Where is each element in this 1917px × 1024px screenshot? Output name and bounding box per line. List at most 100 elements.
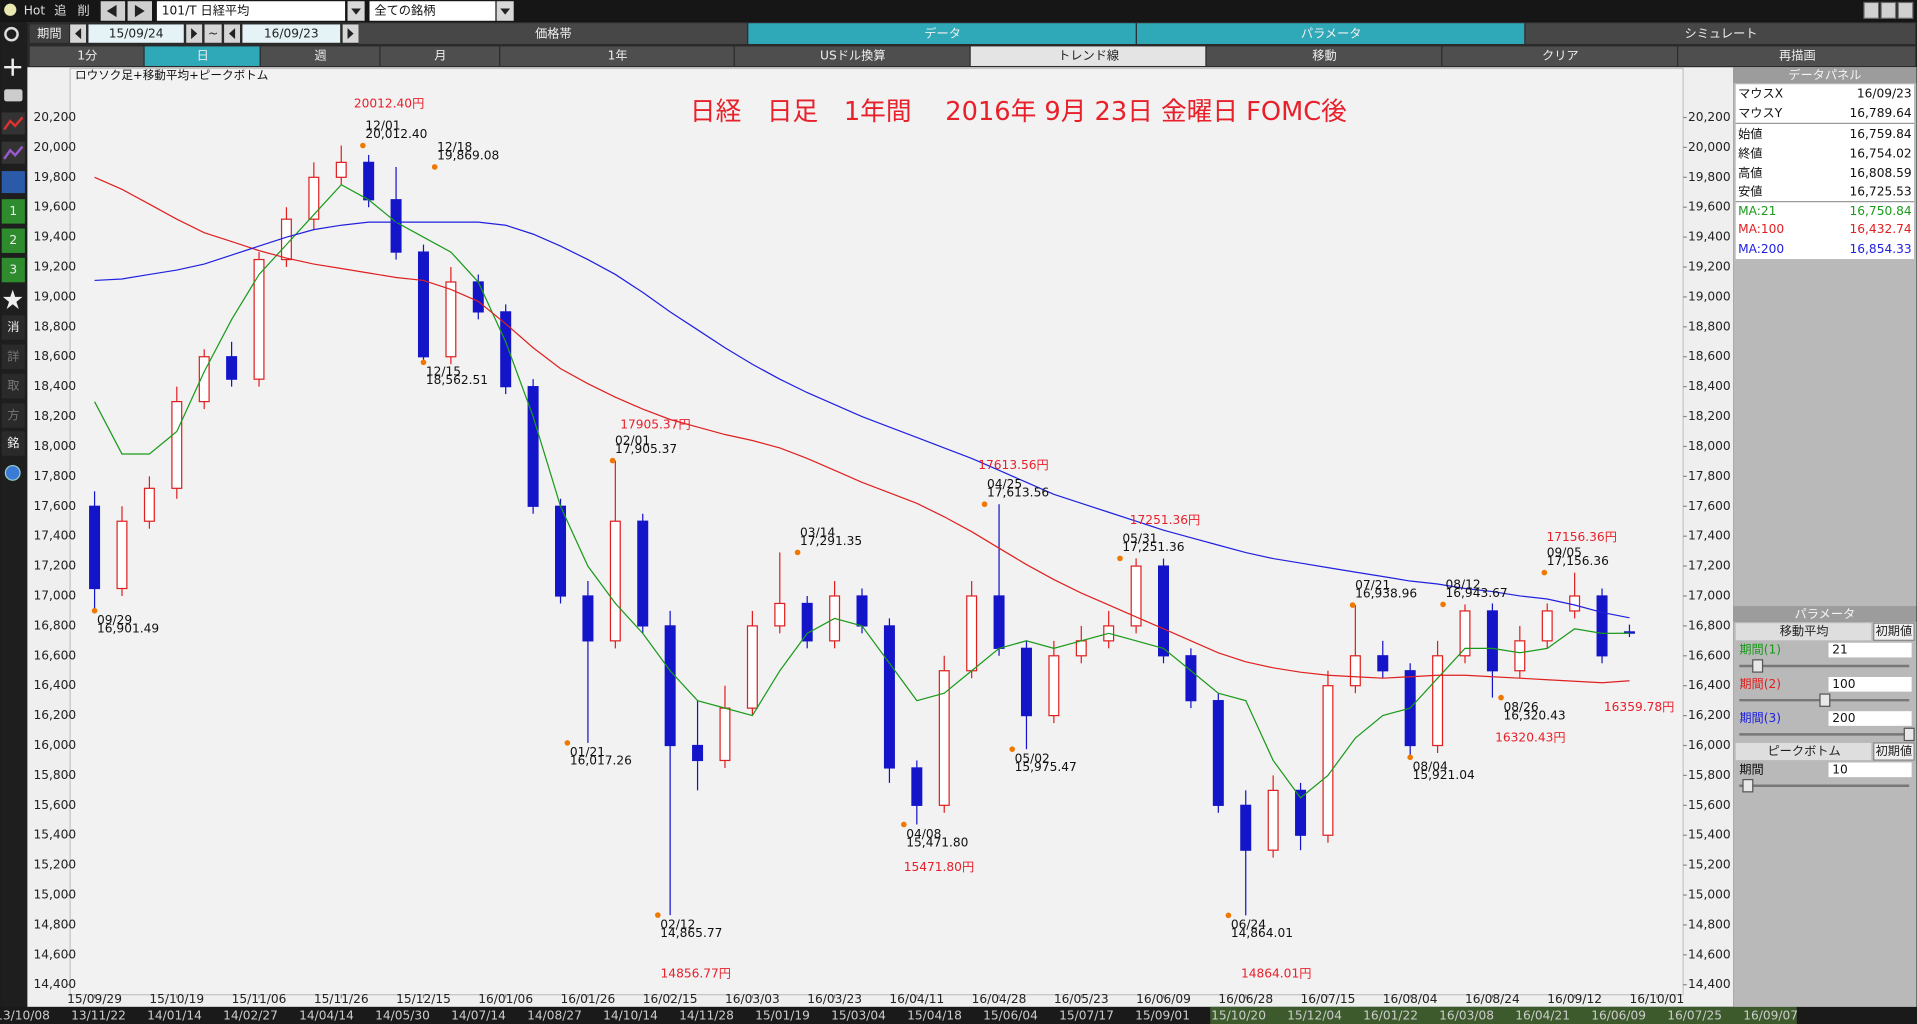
peak-value: 15,921.04 xyxy=(1413,768,1475,782)
price-annotation: 17905.37円 xyxy=(620,418,690,432)
y-tick-label: 15,000 xyxy=(33,888,76,902)
y-tick-label-right: 16,800 xyxy=(1688,618,1731,632)
side-icon-box[interactable] xyxy=(1,431,25,456)
peak-value: 14,865.77 xyxy=(660,926,722,940)
search-icon[interactable] xyxy=(4,26,19,42)
y-tick-label-right: 15,000 xyxy=(1688,888,1731,902)
hot-button[interactable]: Hot xyxy=(24,3,46,17)
y-tick-label: 15,600 xyxy=(33,798,76,812)
star-icon[interactable] xyxy=(2,289,23,310)
overview-date: 15/01/19 xyxy=(755,1009,810,1023)
peak-date: 12/18 xyxy=(437,140,472,154)
toolbar-button[interactable] xyxy=(970,46,1206,66)
side-icon-box[interactable] xyxy=(1,228,25,253)
y-tick-label: 15,200 xyxy=(33,858,76,872)
tab[interactable] xyxy=(358,23,748,44)
candle-body xyxy=(280,218,292,261)
side-icon-box[interactable] xyxy=(1,199,25,224)
slider-knob[interactable] xyxy=(1742,778,1754,793)
side-icon-box[interactable] xyxy=(1,403,25,428)
price-annotation: 15471.80円 xyxy=(904,860,974,874)
tab[interactable] xyxy=(1136,23,1525,44)
chart-icon-line xyxy=(3,116,24,131)
window-button[interactable] xyxy=(1880,1,1897,19)
overview-date: 15/10/20 xyxy=(1211,1009,1266,1023)
toolbar-button[interactable] xyxy=(1206,46,1442,66)
date-to-box[interactable] xyxy=(242,24,341,43)
reset-button[interactable] xyxy=(1873,742,1915,761)
y-tick-label: 18,200 xyxy=(33,409,76,423)
peak-marker xyxy=(901,821,907,828)
date-from-box[interactable] xyxy=(88,24,184,43)
reset-button[interactable] xyxy=(1873,622,1915,641)
gear-icon[interactable] xyxy=(4,464,21,481)
toolbar-button-label: 移動 xyxy=(1312,49,1336,63)
peak-date: 02/12 xyxy=(660,917,695,931)
candle-body xyxy=(1322,685,1334,836)
x-tick-label: 16/01/06 xyxy=(478,992,533,1006)
param-input[interactable] xyxy=(1828,762,1912,778)
candle-body xyxy=(966,595,978,672)
toolbar-button[interactable] xyxy=(734,46,970,66)
moving-average-line xyxy=(94,176,1630,684)
overview-date: 14/08/27 xyxy=(527,1009,582,1023)
y-tick-label-right: 19,200 xyxy=(1688,260,1731,274)
window-button[interactable] xyxy=(1897,1,1914,19)
toolbar-button[interactable] xyxy=(260,46,380,66)
peak-date: 01/21 xyxy=(570,745,605,759)
candle-body xyxy=(1514,640,1526,672)
side-icon: 取 xyxy=(7,379,19,393)
delete-button[interactable]: 削 xyxy=(77,3,89,17)
side-icon-box[interactable] xyxy=(1,373,25,399)
window-button[interactable] xyxy=(1863,1,1880,19)
plus-icon[interactable] xyxy=(4,58,22,76)
section-title: 移動平均 xyxy=(1780,624,1829,638)
toolbar-button[interactable] xyxy=(500,46,734,66)
candle-body xyxy=(1377,655,1389,672)
add-button[interactable]: 追 xyxy=(54,2,66,17)
slider-knob[interactable] xyxy=(1819,693,1831,707)
x-tick-label: 16/10/01 xyxy=(1629,992,1684,1006)
data-label: MA:21 xyxy=(1738,204,1776,218)
param-input[interactable] xyxy=(1828,711,1912,726)
x-tick-label: 16/04/11 xyxy=(889,992,944,1006)
candle-body xyxy=(417,251,429,358)
peak-date: 04/08 xyxy=(906,827,941,841)
y-tick-label-right: 17,200 xyxy=(1688,559,1731,573)
candle-body xyxy=(363,161,375,201)
param-value: 21 xyxy=(1832,643,1848,657)
tab[interactable] xyxy=(1525,23,1916,44)
slider-knob[interactable] xyxy=(1752,659,1764,673)
y-tick-label-right: 14,400 xyxy=(1688,977,1731,991)
date-from: 15/09/24 xyxy=(109,27,164,41)
toolbar-button[interactable] xyxy=(1678,46,1916,66)
camera-icon[interactable] xyxy=(4,89,23,102)
candle-body xyxy=(500,311,512,388)
slider-knob[interactable] xyxy=(1903,727,1915,742)
flag-icon[interactable] xyxy=(1,171,25,194)
candle-body xyxy=(1432,655,1444,747)
y-tick-label: 14,800 xyxy=(33,917,76,931)
param-input[interactable] xyxy=(1828,642,1912,658)
side-icon-box[interactable] xyxy=(1,257,25,283)
panel-title: パラメータ xyxy=(1795,607,1856,621)
price-annotation: 20012.40円 xyxy=(354,96,424,110)
ticker-box[interactable] xyxy=(156,1,346,21)
y-tick-label-right: 17,800 xyxy=(1688,469,1731,483)
toolbar-button[interactable] xyxy=(1442,46,1678,66)
side-icon-box[interactable] xyxy=(1,344,25,370)
overview-date: 16/06/09 xyxy=(1591,1009,1646,1023)
candle-body xyxy=(637,520,649,627)
x-tick-label: 16/09/12 xyxy=(1547,992,1602,1006)
side-icon-box[interactable] xyxy=(1,315,25,340)
peak-date: 08/04 xyxy=(1413,760,1448,774)
y-tick-label-right: 15,600 xyxy=(1688,798,1731,812)
toolbar-button[interactable] xyxy=(144,46,260,66)
toolbar-button[interactable] xyxy=(380,46,500,66)
filter-box[interactable] xyxy=(369,1,496,21)
tab-label: 価格帯 xyxy=(535,26,572,41)
tab[interactable] xyxy=(748,23,1136,44)
peak-date: 12/15 xyxy=(426,365,461,379)
param-input[interactable] xyxy=(1828,676,1912,692)
toolbar-button[interactable] xyxy=(29,46,144,66)
